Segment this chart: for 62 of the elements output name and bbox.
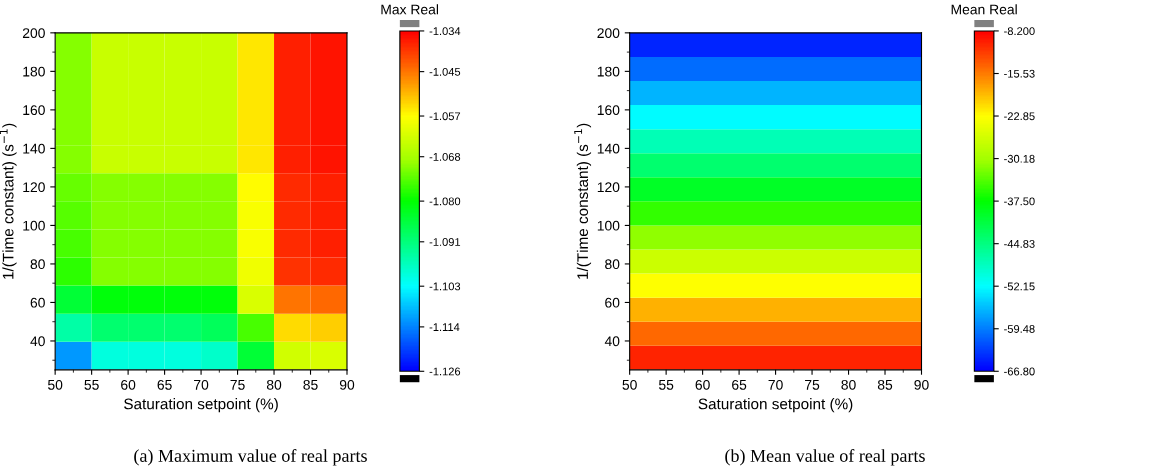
x-tick-label: 80 — [841, 379, 856, 390]
x-tick-label: 55 — [658, 380, 674, 390]
x-tick-label: 70 — [194, 379, 209, 390]
y-tick-label: 160 — [597, 105, 620, 116]
x-tick-label: 85 — [877, 379, 893, 390]
color-bar-label: -15.53 — [1004, 69, 1035, 78]
y-tick-label: 200 — [597, 28, 620, 39]
color-bar-label: -1.034 — [429, 27, 461, 36]
x-tick-label: 75 — [805, 380, 820, 390]
x-axis-title: Saturation setpoint (%) — [124, 398, 278, 413]
y-tick-label: 100 — [23, 220, 45, 231]
x-tick-label: 65 — [732, 379, 747, 390]
y-axis-title: 1/(Time constant) (s$^{−1}$) — [0, 123, 17, 279]
color-bar-title: Mean Real — [951, 4, 1017, 15]
x-tick-label: 85 — [303, 379, 318, 390]
y-tick-label: 180 — [597, 66, 620, 77]
x-tick-label: 50 — [47, 379, 63, 390]
color-bar-label: -1.080 — [429, 197, 461, 206]
y-tick-label: 100 — [597, 220, 620, 231]
color-bar-label: -1.045 — [429, 67, 461, 76]
color-bar-label: -1.091 — [429, 238, 461, 246]
y-tick-label: 160 — [23, 105, 45, 116]
color-bar-label: -8.200 — [1004, 27, 1035, 36]
y-tick-label: 40 — [30, 336, 45, 347]
color-bar-label: -1.114 — [429, 323, 460, 331]
y-tick-label: 80 — [605, 259, 620, 270]
color-bar-label: -22.85 — [1004, 112, 1035, 121]
y-tick-label: 120 — [23, 182, 45, 193]
x-tick-label: 90 — [339, 379, 355, 390]
x-tick-label: 55 — [84, 380, 99, 390]
y-axis-title: 1/(Time constant) (s$^{−1}$) — [574, 123, 592, 279]
color-bar-label: -1.057 — [429, 112, 461, 121]
color-bar-label: -66.80 — [1004, 367, 1035, 376]
x-tick-label: 60 — [695, 379, 710, 390]
x-tick-label: 50 — [622, 379, 637, 390]
color-bar-label: -52.15 — [1004, 282, 1035, 291]
y-tick-label: 60 — [605, 297, 620, 308]
y-tick-label: 140 — [23, 143, 45, 154]
x-tick-label: 65 — [157, 379, 172, 390]
y-tick-label: 120 — [597, 182, 620, 193]
color-bar-label: -44.83 — [1004, 239, 1035, 248]
x-tick-label: 80 — [266, 379, 282, 390]
x-tick-label: 75 — [230, 380, 245, 390]
color-bar-label: -30.18 — [1004, 154, 1035, 163]
x-axis-title: Saturation setpoint (%) — [698, 398, 853, 413]
y-tick-label: 140 — [597, 143, 620, 154]
y-tick-label: 40 — [604, 336, 620, 347]
y-tick-label: 180 — [23, 66, 45, 77]
color-bar-label: -1.068 — [429, 152, 461, 161]
color-bar-label: -1.103 — [429, 282, 461, 291]
color-bar-label: -37.50 — [1004, 197, 1035, 206]
x-tick-label: 60 — [121, 379, 136, 390]
y-tick-label: 80 — [30, 259, 45, 270]
color-bar-label: -59.48 — [1004, 325, 1035, 333]
y-tick-label: 200 — [22, 28, 45, 39]
color-bar-label: -1.126 — [429, 367, 461, 376]
x-tick-label: 70 — [768, 379, 783, 390]
text: (b) Mean value of real parts — [725, 449, 925, 466]
x-tick-label: 90 — [914, 379, 929, 390]
text: (a) Maximum value of real parts — [134, 449, 367, 466]
color-bar-title: Max Real — [381, 4, 439, 15]
y-tick-label: 60 — [30, 297, 45, 308]
